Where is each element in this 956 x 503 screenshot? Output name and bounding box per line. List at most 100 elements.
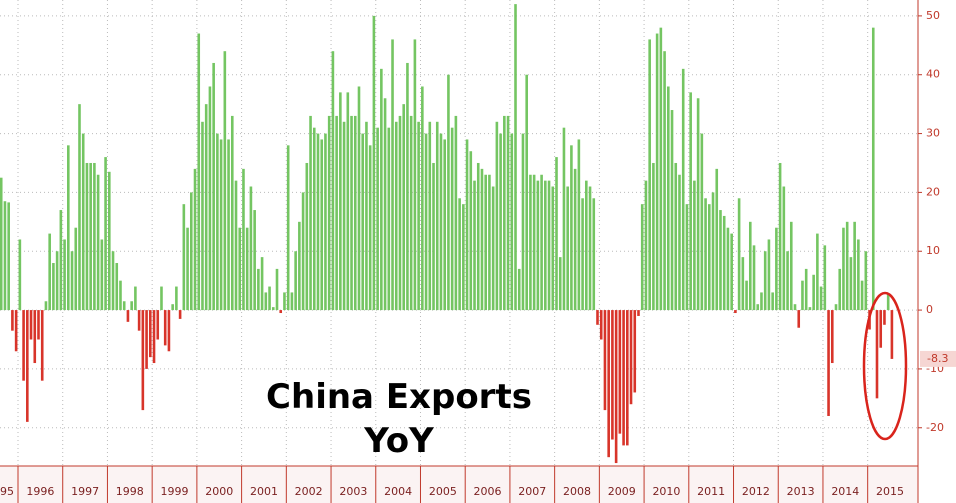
bar [383,98,387,311]
bar [722,215,726,311]
bar [499,133,502,311]
bar [268,286,271,311]
bar [864,251,868,311]
bar [652,162,655,311]
bar [816,233,819,311]
bar [260,257,264,311]
x-tick-label: 2005 [429,485,457,498]
bar [122,301,126,311]
bar [458,198,461,311]
bar [484,174,487,311]
bar [22,310,25,381]
bar [398,115,402,311]
bar [432,162,435,311]
x-axis-band [0,466,918,503]
bar [756,304,760,311]
bar [197,33,201,311]
bar [696,98,700,311]
x-tick-label: 1998 [116,485,144,498]
bar [469,151,473,311]
bar [603,310,607,411]
x-tick-label: 2002 [295,485,323,498]
bar [275,268,279,311]
bar [74,227,78,311]
bar [40,310,44,381]
bar [130,301,133,311]
bar [588,186,592,311]
bar [778,162,782,311]
bar [257,268,260,311]
bar [480,168,484,311]
bar [301,192,305,311]
x-tick-label: 1999 [161,485,189,498]
bar [808,307,812,311]
bar [104,157,107,311]
bar [391,39,394,311]
bar [37,310,40,340]
bar [189,192,193,311]
bar [279,310,283,314]
bar [875,310,879,399]
bar [435,121,439,311]
bar [387,127,391,311]
bar [730,233,733,311]
bar [570,145,573,311]
bar [141,310,145,411]
bar [886,293,890,311]
bar [421,86,424,311]
bar [70,251,74,311]
bar [562,127,566,311]
bar [622,310,625,446]
bar [629,310,633,405]
bar [536,180,540,311]
y-tick-label: 20 [926,185,940,198]
bar [760,292,763,311]
bar [186,227,189,311]
bar [55,251,59,311]
bar [577,139,581,311]
bar [849,257,853,311]
bar [286,145,290,311]
bar [592,198,596,311]
bar [517,268,521,311]
bar [29,310,33,340]
bar [96,174,100,311]
bar [234,180,238,311]
bar [81,133,85,311]
bar [294,251,297,311]
bar [208,86,212,311]
y-tick-label: 50 [926,9,940,22]
bar [801,280,804,311]
bar [171,304,174,311]
bar [85,162,89,311]
bar [626,310,629,446]
bar [655,33,659,311]
last-value-label: -8.3 [927,352,948,365]
bar [227,139,230,311]
bar [298,221,301,311]
bar [357,86,361,311]
bar [48,233,51,311]
bar [879,310,883,348]
bar [491,186,495,311]
bar [182,204,186,311]
bar [693,180,696,311]
bar [845,221,849,311]
bar [264,292,268,311]
bar [309,115,312,311]
bar [503,115,506,311]
bar [204,104,208,311]
bar [14,310,18,352]
bar [488,174,491,311]
bar [342,121,346,311]
bar [819,286,823,311]
bar [462,204,465,311]
bar [11,310,14,331]
bar [585,180,588,311]
x-tick-label: 1997 [71,485,99,498]
bar [883,310,886,325]
bar [126,310,130,322]
bar [599,310,603,340]
x-tick-label: 2000 [205,485,233,498]
